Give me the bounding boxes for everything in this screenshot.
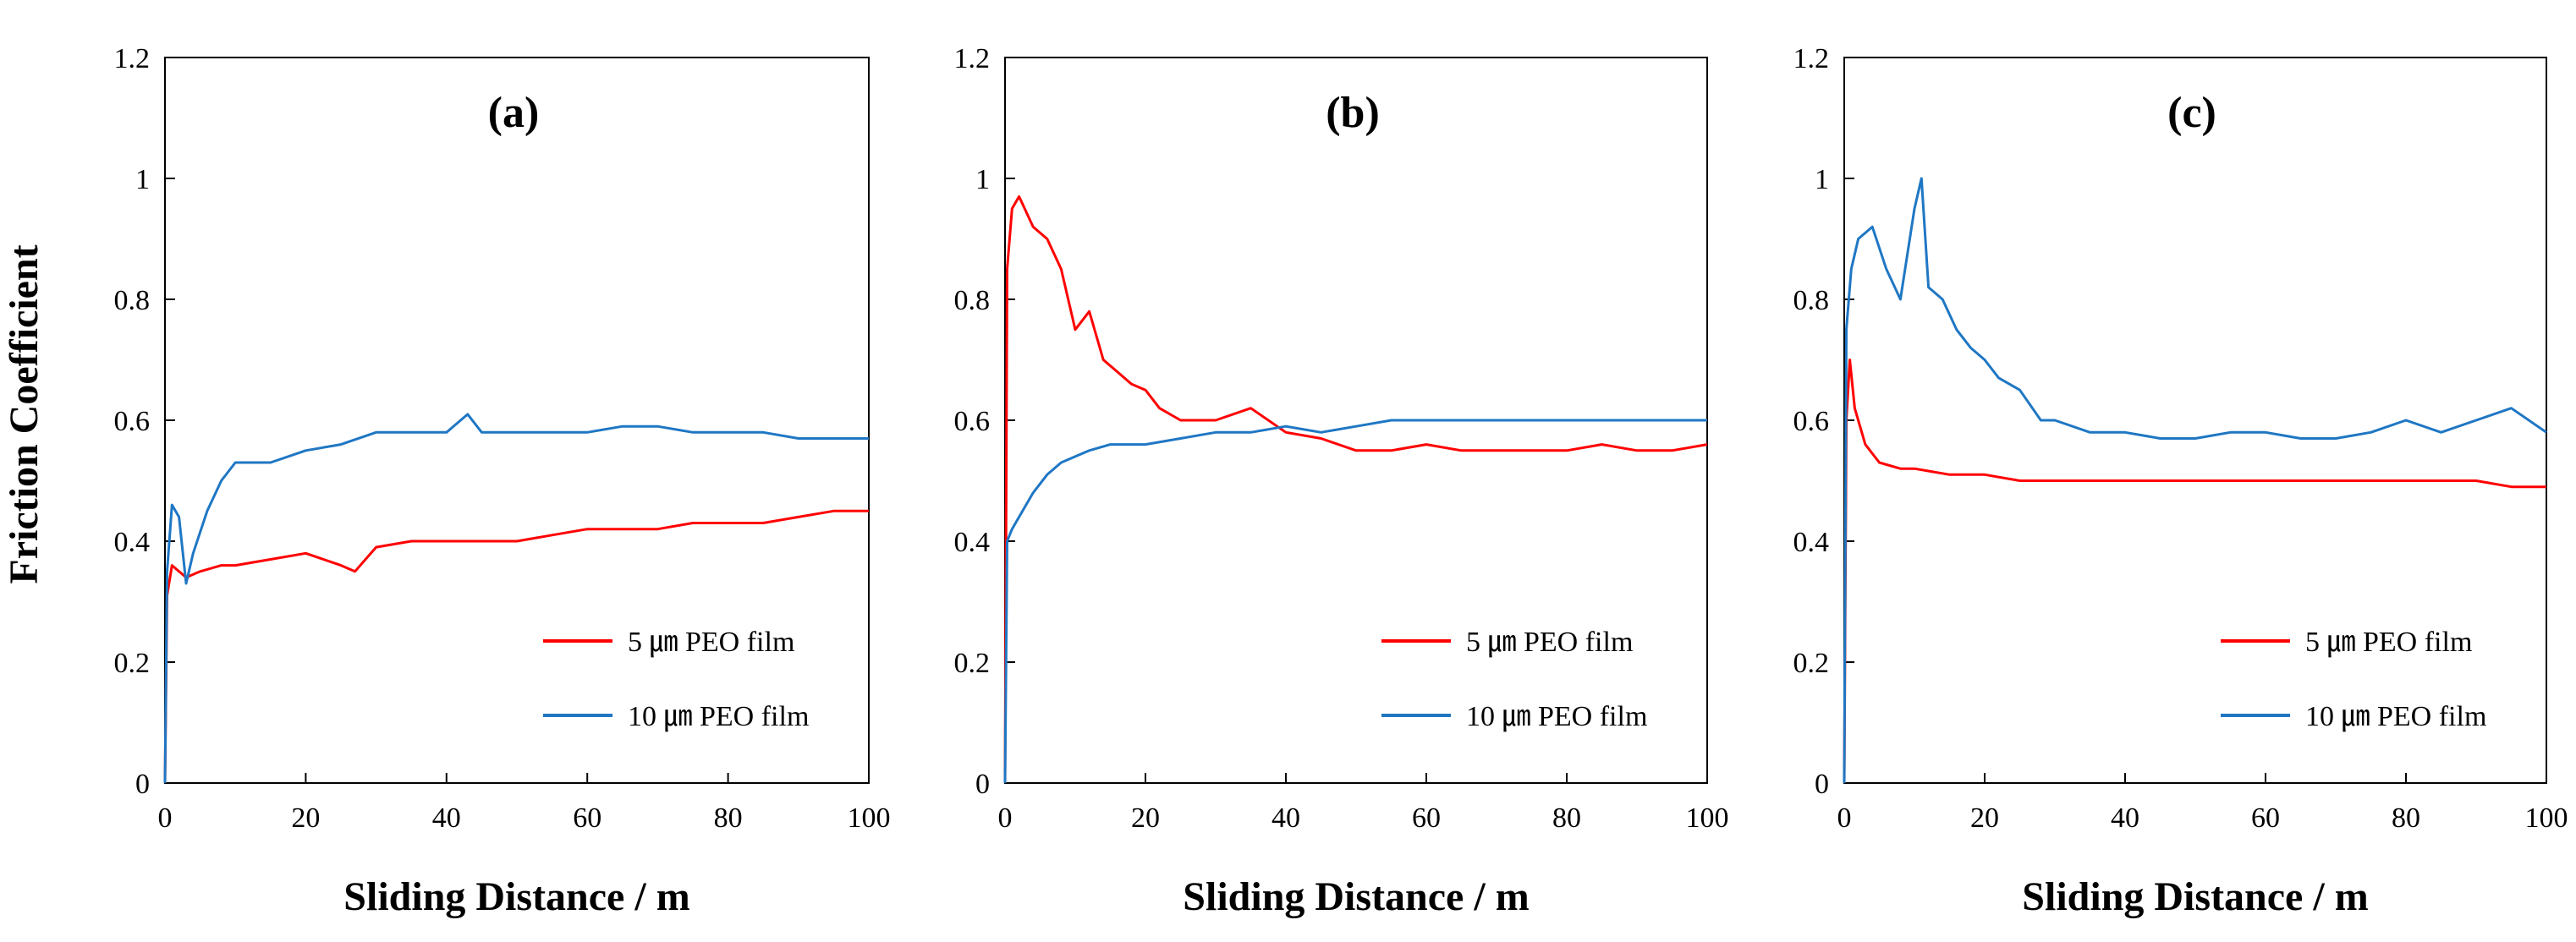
x-tick-label: 80: [1552, 802, 1581, 834]
panel-title: (a): [488, 89, 540, 137]
x-tick-label: 40: [2111, 802, 2139, 834]
series-line-5um: [1843, 359, 2546, 784]
x-tick-label: 20: [291, 802, 320, 834]
y-tick-label: 0.4: [114, 527, 151, 558]
y-tick-label: 0: [1815, 769, 1829, 800]
series-line-10um: [1003, 419, 1707, 784]
y-tick-label: 1.2: [1793, 43, 1830, 74]
legend-label: 10 ㎛ PEO film: [628, 701, 809, 732]
y-axis-title: Friction Coefficient: [2, 244, 47, 583]
y-tick-label: 1: [1815, 164, 1829, 195]
x-tick-label: 100: [1686, 802, 1729, 834]
x-tick-label: 100: [2525, 802, 2568, 834]
y-tick-label: 0.2: [1793, 648, 1830, 679]
panel-title: (b): [1326, 89, 1380, 137]
plot-frame: [1843, 57, 2547, 784]
y-tick-label: 0.8: [954, 285, 991, 316]
x-tick-label: 0: [1837, 802, 1852, 834]
x-tick-label: 20: [1970, 802, 1999, 834]
y-tick-label: 1: [975, 164, 990, 195]
y-tick-label: 0.2: [954, 648, 991, 679]
legend-label: 5 ㎛ PEO film: [628, 627, 794, 658]
x-tick-label: 100: [848, 802, 891, 834]
legend-label: 5 ㎛ PEO film: [2305, 627, 2472, 658]
series-line-5um: [163, 509, 869, 784]
y-tick-label: 1: [135, 164, 150, 195]
x-tick-label: 60: [1412, 802, 1441, 834]
series-line-5um: [1003, 194, 1708, 784]
x-axis-title: Sliding Distance / m: [1183, 874, 1529, 919]
legend-label: 5 ㎛ PEO film: [1466, 627, 1633, 658]
x-tick-label: 40: [1272, 802, 1300, 834]
x-tick-label: 60: [573, 802, 601, 834]
series-line-10um: [163, 413, 869, 784]
x-axis-title: Sliding Distance / m: [343, 874, 689, 919]
y-tick-label: 0.6: [114, 406, 151, 437]
legend-label: 10 ㎛ PEO film: [1466, 701, 1647, 732]
y-tick-label: 0.6: [954, 406, 991, 437]
y-tick-label: 0.8: [114, 285, 151, 316]
plot-frame: [164, 57, 870, 784]
y-tick-label: 0.4: [1793, 527, 1830, 558]
panel-a: 0 0.2 0.4 0.6 0.8 1 1.2 0 20 40 60 80 100 (a) Sliding …: [114, 43, 891, 919]
y-tick-label: 0.4: [954, 527, 991, 558]
y-tick-label: 0.2: [114, 648, 151, 679]
x-tick-label: 0: [998, 802, 1013, 834]
y-tick-label: 0: [135, 769, 150, 800]
y-tick-label: 0: [975, 769, 990, 800]
y-tick-label: 0.8: [1793, 285, 1830, 316]
x-tick-label: 80: [714, 802, 743, 834]
y-tick-label: 1.2: [114, 43, 151, 74]
legend-label: 10 ㎛ PEO film: [2305, 701, 2486, 732]
y-tick-label: 1.2: [954, 43, 991, 74]
x-tick-label: 80: [2392, 802, 2420, 834]
y-tick-label: 0.6: [1793, 406, 1830, 437]
x-tick-label: 0: [158, 802, 173, 834]
x-tick-label: 20: [1131, 802, 1160, 834]
x-axis-title: Sliding Distance / m: [2022, 874, 2368, 919]
series-line-10um: [1843, 177, 2547, 784]
panel-b: 0 0.2 0.4 0.6 0.8 1 1.2 0 20 40 60 80 100 (b) Sliding …: [954, 43, 1729, 919]
panel-title: (c): [2167, 89, 2216, 137]
panel-c: 0 0.2 0.4 0.6 0.8 1 1.2 0 20 40 60 80 100 (c) Sliding …: [1793, 43, 2568, 919]
x-tick-label: 40: [432, 802, 461, 834]
x-tick-label: 60: [2251, 802, 2280, 834]
